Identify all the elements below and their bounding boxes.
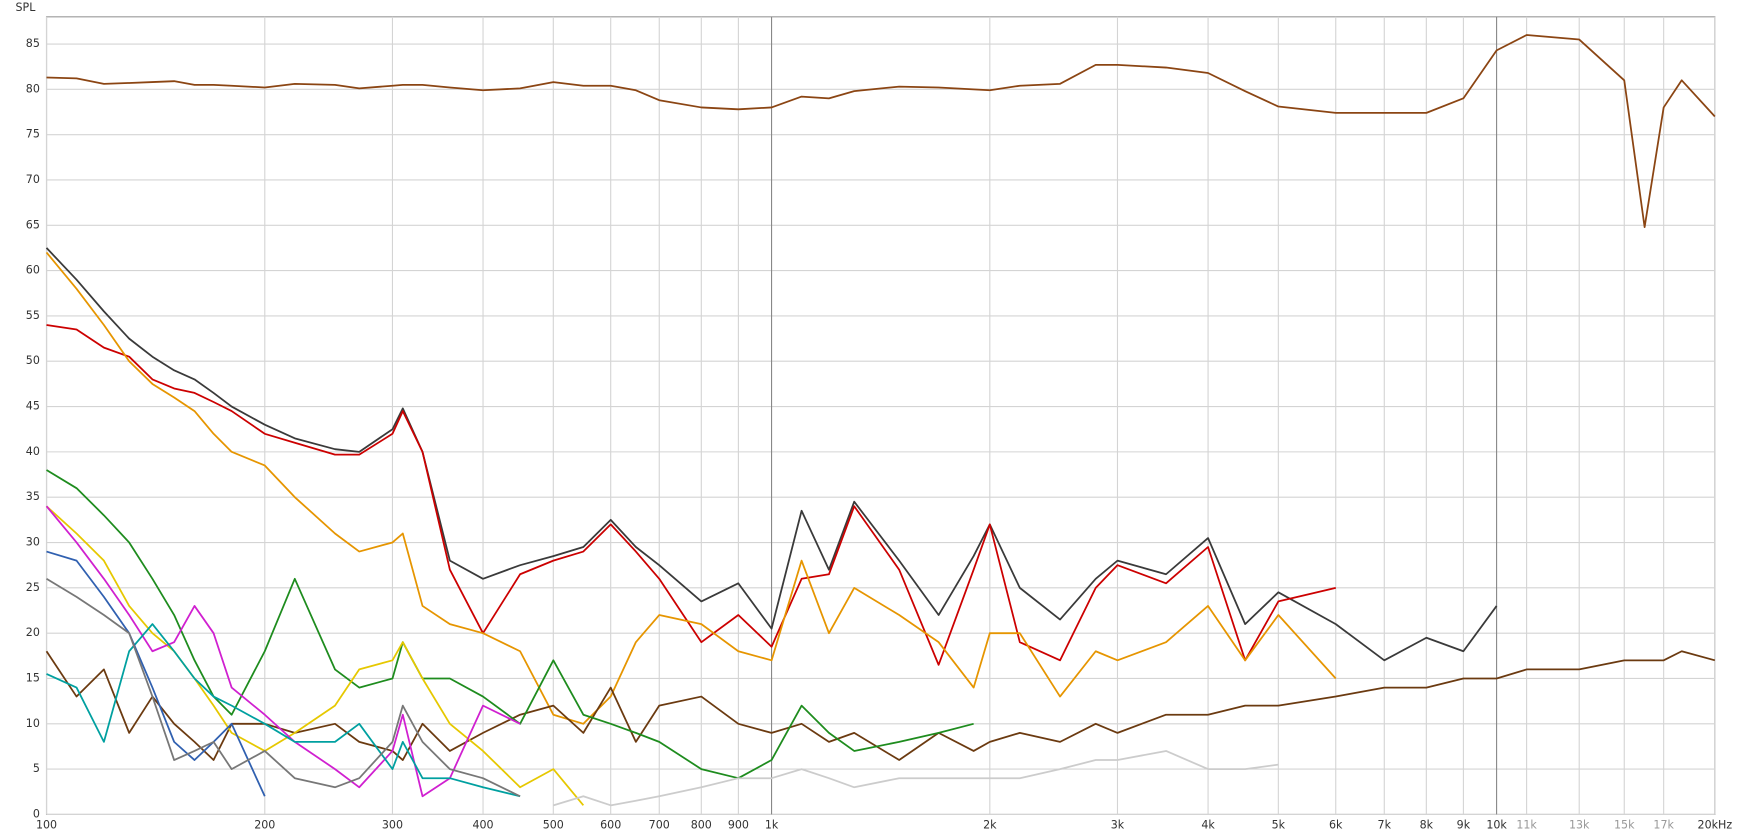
y-tick-label: 30	[26, 536, 40, 549]
y-tick-label: 60	[26, 264, 40, 277]
x-tick-label: 600	[600, 819, 621, 832]
x-tick-label: 700	[649, 819, 670, 832]
x-tick-label: 13k	[1569, 819, 1590, 832]
trace	[45, 505, 521, 798]
x-tick-label: 800	[691, 819, 712, 832]
x-tick-label: 9k	[1457, 819, 1471, 832]
y-tick-label: 25	[26, 581, 40, 594]
y-tick-label: 70	[26, 173, 40, 186]
y-tick-label: 5	[33, 762, 40, 775]
trace	[46, 578, 521, 798]
y-tick-label: 45	[26, 400, 40, 413]
x-tick-label: 17k	[1653, 819, 1674, 832]
x-tick-label: 5k	[1272, 819, 1286, 832]
x-tick-label: 2k	[983, 819, 997, 832]
x-tick-label: 100	[36, 819, 57, 832]
y-tick-label: 85	[26, 37, 40, 50]
trace	[46, 623, 521, 798]
x-tick-label: 11k	[1516, 819, 1537, 832]
x-tick-label: 1k	[765, 819, 779, 832]
trace	[553, 750, 1279, 807]
y-axis-label: SPL	[16, 1, 37, 14]
trace	[46, 550, 266, 797]
y-tick-label: 35	[26, 490, 40, 503]
x-tick-label: 7k	[1378, 819, 1392, 832]
y-tick-label: 20	[26, 626, 40, 639]
x-tick-label: 8k	[1420, 819, 1434, 832]
y-tick-label: 15	[26, 671, 40, 684]
y-tick-label: 75	[26, 128, 40, 141]
y-tick-label: 65	[26, 218, 40, 231]
x-tick-label: 200	[254, 819, 275, 832]
trace	[45, 650, 1716, 761]
trace	[45, 247, 1498, 662]
trace	[45, 251, 1337, 725]
x-tick-label: 400	[472, 819, 493, 832]
x-tick-label: 300	[382, 819, 403, 832]
trace	[46, 324, 1336, 666]
x-tick-label: 20kHz	[1698, 819, 1733, 832]
trace	[46, 34, 1716, 228]
x-tick-label: 900	[728, 819, 749, 832]
x-tick-label: 4k	[1201, 819, 1215, 832]
x-tick-label: 15k	[1614, 819, 1635, 832]
y-tick-label: 80	[26, 82, 40, 95]
x-tick-label: 6k	[1329, 819, 1343, 832]
y-tick-label: 0	[33, 807, 40, 820]
y-tick-label: 50	[26, 354, 40, 367]
y-tick-label: 55	[26, 309, 40, 322]
x-tick-label: 3k	[1111, 819, 1125, 832]
trace	[45, 505, 585, 806]
x-tick-label: 10k	[1486, 819, 1507, 832]
plot-area	[45, 16, 1716, 815]
x-tick-label: 500	[543, 819, 564, 832]
y-tick-label: 40	[26, 445, 40, 458]
y-tick-label: 10	[26, 717, 40, 730]
